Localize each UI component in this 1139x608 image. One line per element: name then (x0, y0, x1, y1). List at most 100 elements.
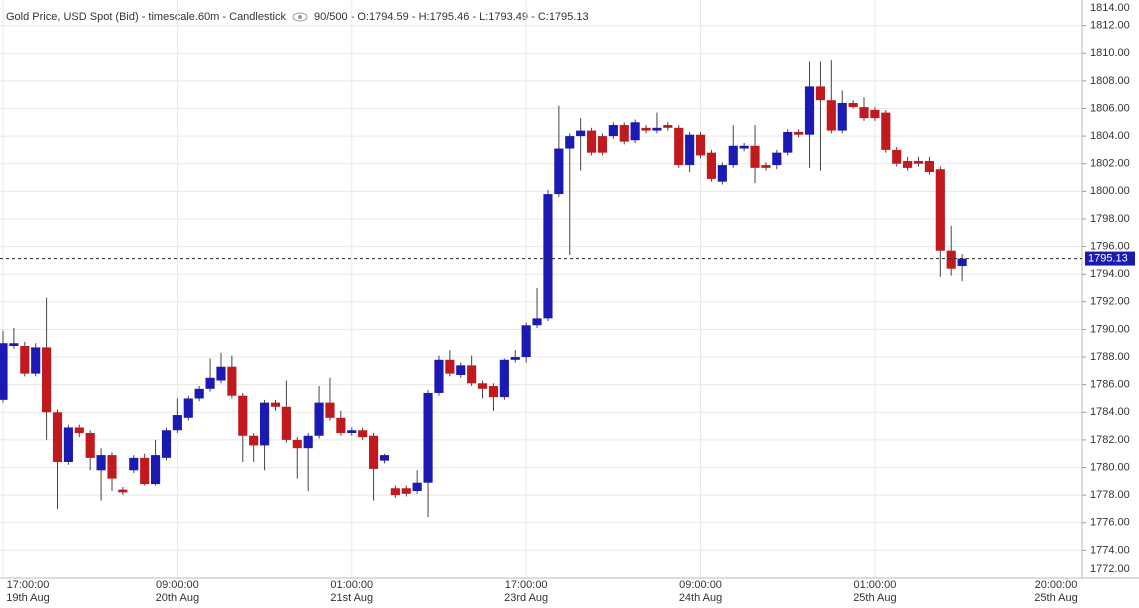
y-tick-label: 1802.00 (1090, 158, 1130, 170)
candle-body (565, 136, 575, 149)
x-tick-label: 23rd Aug (504, 592, 548, 604)
ohlc-info: 90/500 - O:1794.59 - H:1795.46 - L:1793.… (314, 11, 589, 23)
chart-title: Gold Price, USD Spot (Bid) - timescale.6… (6, 11, 286, 23)
candle-body (63, 427, 73, 462)
candle-body (695, 134, 706, 156)
candle-body (151, 455, 161, 485)
y-tick-label: 1792.00 (1090, 296, 1130, 308)
y-tick-label: 1794.00 (1090, 268, 1130, 280)
x-tick-label: 01:00:00 (330, 579, 373, 591)
candle-body (238, 395, 248, 436)
candle-body (630, 122, 640, 141)
candle-body (85, 433, 95, 458)
candle-body (859, 107, 869, 119)
candle-body (804, 86, 815, 135)
y-tick-label: 1790.00 (1090, 323, 1130, 335)
candle-body (0, 343, 8, 400)
candle-body (434, 359, 444, 393)
candle-body (42, 347, 52, 413)
candle-body (794, 131, 804, 135)
candle-body (31, 347, 41, 374)
candle-body (205, 377, 215, 389)
candle-body (96, 455, 106, 471)
candle-body (368, 435, 379, 469)
x-tick-label: 20:00:00 (1035, 579, 1078, 591)
eye-icon (292, 12, 308, 22)
y-tick-label: 1804.00 (1090, 130, 1130, 142)
candle-body (161, 430, 172, 458)
candle-body (870, 109, 880, 119)
candle-body (227, 366, 237, 396)
y-tick-label: 1814.00 (1090, 2, 1130, 14)
candle-body (521, 325, 531, 358)
candle-body (401, 488, 411, 494)
candle-body (510, 357, 520, 360)
candle-body (576, 130, 586, 137)
candle-body (652, 127, 662, 131)
y-tick-label: 1798.00 (1090, 213, 1130, 225)
y-tick-label: 1786.00 (1090, 379, 1130, 391)
candle-body (445, 359, 455, 374)
y-tick-label: 1782.00 (1090, 434, 1130, 446)
candle-body (848, 102, 858, 108)
candle-body (837, 102, 847, 131)
last-price-label: 1795.13 (1088, 252, 1128, 264)
candle-body (107, 455, 117, 479)
candle-body (52, 412, 63, 462)
y-tick-label: 1810.00 (1090, 47, 1130, 59)
candle-body (488, 386, 499, 398)
candle-body (728, 145, 738, 166)
candle-body (9, 343, 19, 346)
candle-body (467, 365, 477, 384)
y-tick-label: 1784.00 (1090, 406, 1130, 418)
candle-body (663, 125, 673, 128)
candle-body (913, 160, 924, 164)
candle-body (674, 127, 684, 166)
candle-body (772, 152, 782, 166)
candle-body (456, 365, 466, 375)
candle-body (74, 427, 84, 433)
candle-body (586, 130, 597, 153)
y-tick-label: 1788.00 (1090, 351, 1130, 363)
candle-body (249, 435, 259, 446)
candle-body (783, 131, 793, 153)
candle-body (739, 145, 749, 149)
candle-body (347, 430, 357, 433)
x-tick-label: 17:00:00 (505, 579, 548, 591)
candle-body (477, 383, 488, 389)
y-tick-label: 1796.00 (1090, 240, 1130, 252)
x-tick-label: 25th Aug (853, 592, 896, 604)
candle-body (608, 125, 618, 137)
candle-body (390, 488, 400, 496)
candle-body (314, 402, 324, 436)
y-tick-label: 1812.00 (1090, 20, 1130, 32)
candle-body (183, 398, 193, 418)
candle-body (946, 250, 956, 269)
candle-body (140, 457, 150, 485)
candle-body (903, 160, 913, 168)
candle-body (924, 160, 934, 172)
candle-body (892, 149, 902, 164)
candle-body (761, 165, 771, 168)
candle-body (554, 148, 564, 195)
candle-body (543, 194, 553, 319)
candle-body (358, 430, 368, 438)
y-tick-label: 1778.00 (1090, 489, 1130, 501)
candle-body (336, 417, 346, 433)
candle-body (129, 457, 139, 471)
candle-body (815, 86, 826, 101)
x-tick-label: 24th Aug (679, 592, 722, 604)
candle-body (957, 258, 967, 267)
candle-body (826, 100, 836, 131)
candle-body (20, 346, 30, 374)
y-tick-label: 1800.00 (1090, 185, 1130, 197)
y-tick-label: 1808.00 (1090, 75, 1130, 87)
candle-body (118, 489, 128, 493)
candle-body (270, 402, 281, 407)
candle-body (717, 165, 727, 182)
x-tick-label: 01:00:00 (854, 579, 897, 591)
candle-body (259, 402, 270, 446)
y-tick-label: 1806.00 (1090, 102, 1130, 114)
